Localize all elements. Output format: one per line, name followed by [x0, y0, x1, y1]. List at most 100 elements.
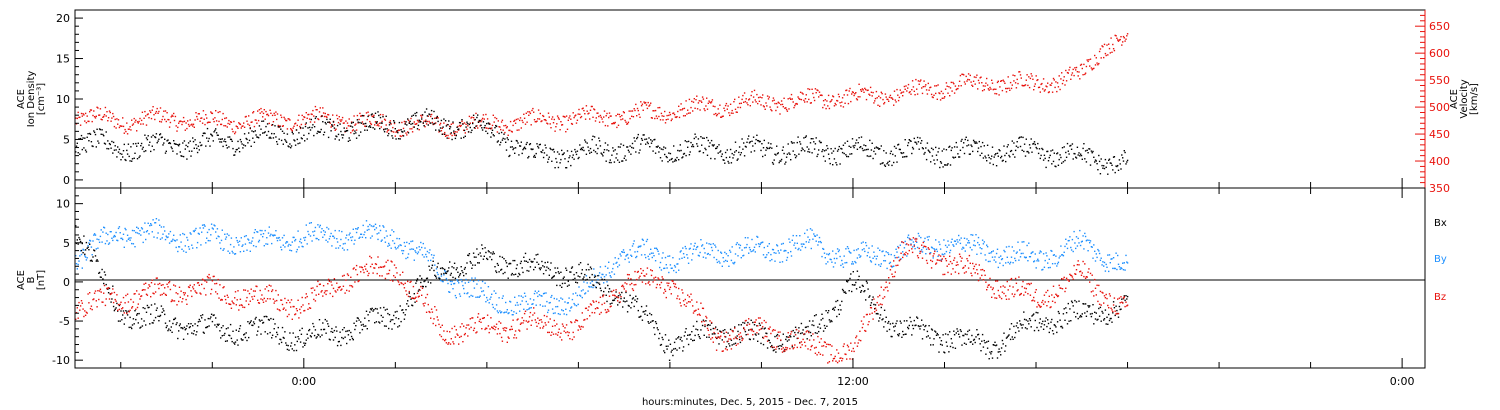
density-point: [264, 131, 266, 133]
velocity-point: [84, 112, 87, 115]
by-point: [822, 247, 824, 250]
density-point: [450, 132, 452, 134]
velocity-point: [1013, 80, 1015, 82]
bx-point: [187, 333, 189, 335]
by-point: [944, 244, 947, 247]
bx-point: [763, 328, 765, 330]
bx-point: [444, 272, 447, 274]
bx-point: [327, 323, 329, 325]
bx-point: [241, 339, 243, 341]
velocity-point: [762, 105, 765, 107]
density-point: [851, 138, 854, 140]
by-point: [645, 256, 647, 259]
velocity-point: [202, 110, 205, 112]
bx-point: [163, 310, 165, 312]
by-point: [360, 233, 363, 235]
density-point: [582, 146, 584, 149]
bx-point: [659, 344, 662, 346]
velocity-point: [1121, 44, 1123, 46]
density-point: [150, 136, 153, 138]
density-point: [589, 152, 591, 154]
by-point: [441, 280, 443, 283]
by-point: [1099, 259, 1102, 261]
by-point: [651, 256, 653, 259]
velocity-point: [417, 121, 420, 123]
bx-point: [899, 320, 901, 322]
velocity-point: [742, 94, 744, 97]
bx-point: [598, 282, 600, 284]
velocity-point: [388, 121, 391, 124]
velocity-point: [169, 121, 172, 124]
bx-point: [829, 321, 831, 323]
velocity-point: [257, 119, 260, 122]
velocity-point: [1086, 59, 1088, 61]
velocity-point: [360, 115, 362, 117]
density-point: [112, 141, 115, 144]
density-point: [300, 137, 303, 139]
density-point: [555, 157, 557, 160]
density-point: [511, 146, 513, 148]
by-point: [846, 246, 849, 248]
velocity-point: [425, 123, 428, 125]
by-point: [864, 250, 866, 253]
velocity-point: [1100, 57, 1102, 59]
by-point: [1018, 259, 1020, 261]
velocity-point: [770, 108, 772, 111]
velocity-point: [818, 91, 821, 93]
by-point: [637, 246, 639, 248]
by-point: [984, 254, 986, 256]
bx-point: [818, 330, 820, 333]
velocity-point: [877, 104, 879, 106]
density-point: [702, 152, 705, 154]
velocity-point: [986, 84, 989, 86]
velocity-point: [781, 103, 784, 106]
by-point: [491, 303, 494, 306]
density-point: [668, 159, 671, 161]
velocity-point: [556, 115, 559, 117]
bx-point: [517, 275, 519, 278]
by-point: [102, 231, 104, 233]
density-point: [811, 152, 813, 154]
by-point: [795, 235, 798, 237]
bx-point: [624, 301, 626, 303]
density-point: [472, 114, 475, 116]
velocity-point: [251, 121, 253, 123]
velocity-point: [559, 129, 561, 131]
density-point: [275, 136, 277, 138]
bx-point: [146, 304, 149, 307]
velocity-point: [276, 113, 279, 115]
bx-point: [756, 325, 758, 327]
velocity-point: [1062, 79, 1065, 82]
by-point: [571, 298, 574, 301]
bx-point: [948, 351, 950, 353]
bx-point: [601, 278, 603, 280]
density-point: [959, 149, 962, 151]
density-point: [599, 145, 602, 147]
velocity-point: [547, 112, 550, 114]
density-point: [735, 150, 737, 152]
velocity-point: [629, 117, 631, 120]
bx-point: [735, 337, 737, 339]
velocity-point: [476, 125, 478, 127]
velocity-point: [631, 110, 634, 112]
velocity-point: [1124, 40, 1126, 42]
velocity-point: [248, 115, 250, 117]
by-point: [743, 247, 746, 249]
density-point: [500, 141, 502, 144]
velocity-point: [509, 129, 511, 132]
by-point: [1046, 255, 1048, 257]
bx-point: [365, 310, 368, 312]
by-point: [706, 253, 709, 255]
by-point: [584, 292, 587, 294]
bx-point: [770, 346, 772, 348]
density-point: [663, 146, 665, 148]
by-point: [523, 292, 526, 294]
density-point: [597, 147, 599, 150]
density-point: [809, 142, 812, 144]
bx-point: [744, 330, 747, 333]
by-point: [462, 284, 464, 287]
bx-point: [326, 320, 328, 322]
velocity-point: [1047, 82, 1049, 84]
bx-point: [392, 319, 394, 321]
by-point: [87, 245, 89, 247]
